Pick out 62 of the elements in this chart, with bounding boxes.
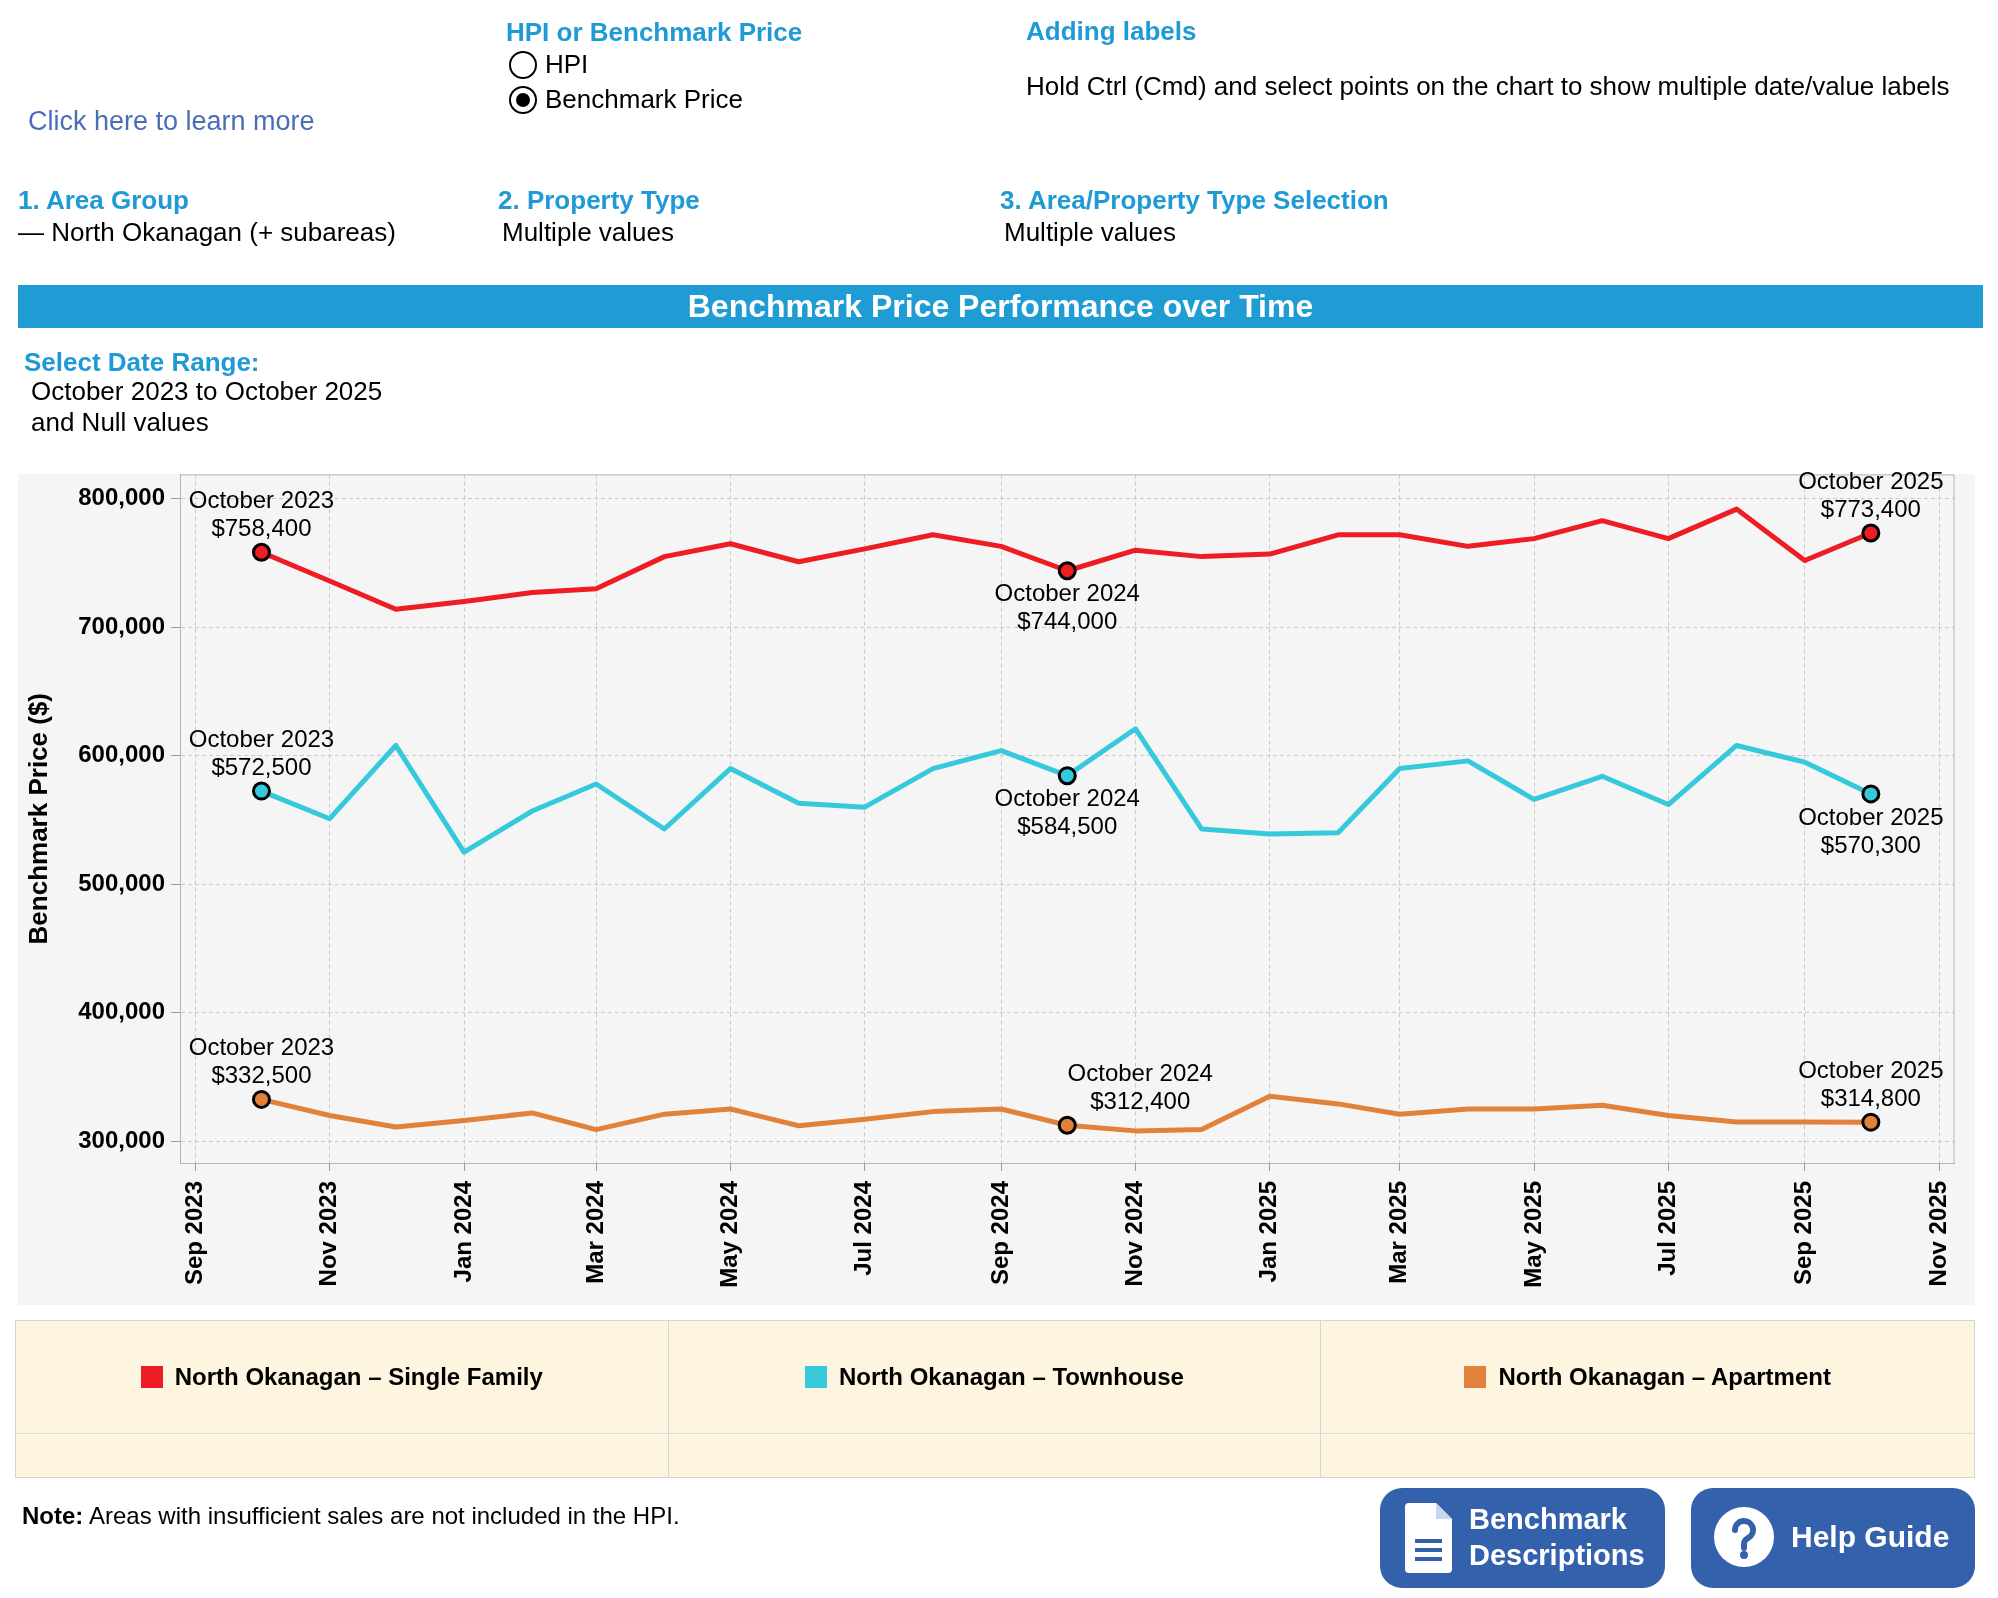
y-tick-label: 300,000 bbox=[78, 1125, 165, 1153]
chart-title: Benchmark Price Performance over Time bbox=[687, 287, 1314, 325]
x-tick-label: Sep 2023 bbox=[180, 1181, 208, 1286]
x-tick-label: Nov 2023 bbox=[314, 1181, 342, 1287]
data-label: October 2023 $758,400 bbox=[188, 485, 335, 541]
text: Select Date Range: bbox=[24, 347, 260, 379]
text: — North Okanagan (+ subareas) bbox=[18, 217, 396, 249]
point bbox=[251, 781, 271, 801]
point bbox=[1861, 1112, 1881, 1132]
x-tick-label: Mar 2025 bbox=[1384, 1181, 1412, 1284]
text: Multiple values bbox=[502, 217, 674, 249]
button: Benchmark Descriptions bbox=[1380, 1488, 1665, 1588]
y-tick-label: 800,000 bbox=[78, 483, 165, 511]
text: Click here to learn more bbox=[28, 105, 315, 138]
text: 2. Property Type bbox=[498, 185, 700, 217]
x-tick-label: May 2025 bbox=[1518, 1181, 1546, 1288]
point bbox=[1057, 766, 1077, 786]
x-tick-label: Jul 2025 bbox=[1652, 1181, 1680, 1276]
y-tick-label: 700,000 bbox=[78, 611, 165, 639]
x-tick-label: Nov 2025 bbox=[1923, 1181, 1951, 1287]
data-label: October 2025 $773,400 bbox=[1798, 466, 1944, 522]
text: 1. Area Group bbox=[18, 185, 189, 217]
x-tick-label: Mar 2024 bbox=[580, 1180, 608, 1284]
x-tick-label: Sep 2024 bbox=[985, 1180, 1013, 1286]
data-label: October 2024 $584,500 bbox=[994, 784, 1140, 840]
y-tick-label: 600,000 bbox=[78, 740, 165, 768]
point bbox=[1057, 1115, 1077, 1135]
text: Hold Ctrl (Cmd) and select points on the chart to show multiple date/value labels bbox=[1026, 71, 1950, 103]
x-tick-label: Jul 2024 bbox=[849, 1180, 877, 1276]
data-label: October 2025 $314,800 bbox=[1798, 1055, 1944, 1111]
x-tick-label: Sep 2025 bbox=[1789, 1181, 1817, 1286]
data-label: October 2024 $312,400 bbox=[1067, 1058, 1213, 1114]
data-label: October 2024 $744,000 bbox=[994, 579, 1140, 635]
text: Areas with insufficient sales are not included in the HPI. bbox=[89, 1502, 680, 1531]
text: HPI bbox=[545, 49, 589, 81]
y-axis-title: Benchmark Price ($) bbox=[22, 692, 53, 945]
text: and Null values bbox=[31, 407, 209, 439]
text: October 2023 to October 2025 bbox=[31, 376, 383, 408]
point bbox=[251, 542, 271, 562]
data-label: October 2023 $332,500 bbox=[188, 1033, 335, 1089]
text: HPI or Benchmark Price bbox=[506, 17, 803, 49]
data-label: October 2023 $572,500 bbox=[188, 724, 335, 780]
text: Multiple values bbox=[1004, 217, 1176, 249]
point bbox=[251, 1089, 271, 1109]
legend-label: North Okanagan – Apartment bbox=[1498, 1363, 1831, 1391]
x-tick-label: Jan 2025 bbox=[1254, 1181, 1282, 1283]
x-tick-label: Jan 2024 bbox=[448, 1180, 476, 1283]
y-tick-label: 500,000 bbox=[78, 868, 165, 896]
y-tick-label: 400,000 bbox=[78, 997, 165, 1025]
x-tick-label: Nov 2024 bbox=[1120, 1180, 1148, 1287]
text: Adding labels bbox=[1026, 16, 1197, 48]
point bbox=[1057, 561, 1077, 581]
legend-label: North Okanagan – Single Family bbox=[174, 1363, 543, 1391]
text: Note: bbox=[22, 1502, 84, 1531]
x-tick-label: May 2024 bbox=[715, 1180, 743, 1288]
point bbox=[1861, 784, 1881, 804]
data-label: October 2025 $570,300 bbox=[1798, 802, 1944, 858]
button: Help Guide bbox=[1691, 1488, 1975, 1588]
text: 3. Area/Property Type Selection bbox=[1000, 185, 1389, 217]
legend-label: North Okanagan – Townhouse bbox=[839, 1363, 1184, 1391]
point bbox=[1861, 523, 1881, 543]
text: Benchmark Price bbox=[545, 84, 743, 116]
